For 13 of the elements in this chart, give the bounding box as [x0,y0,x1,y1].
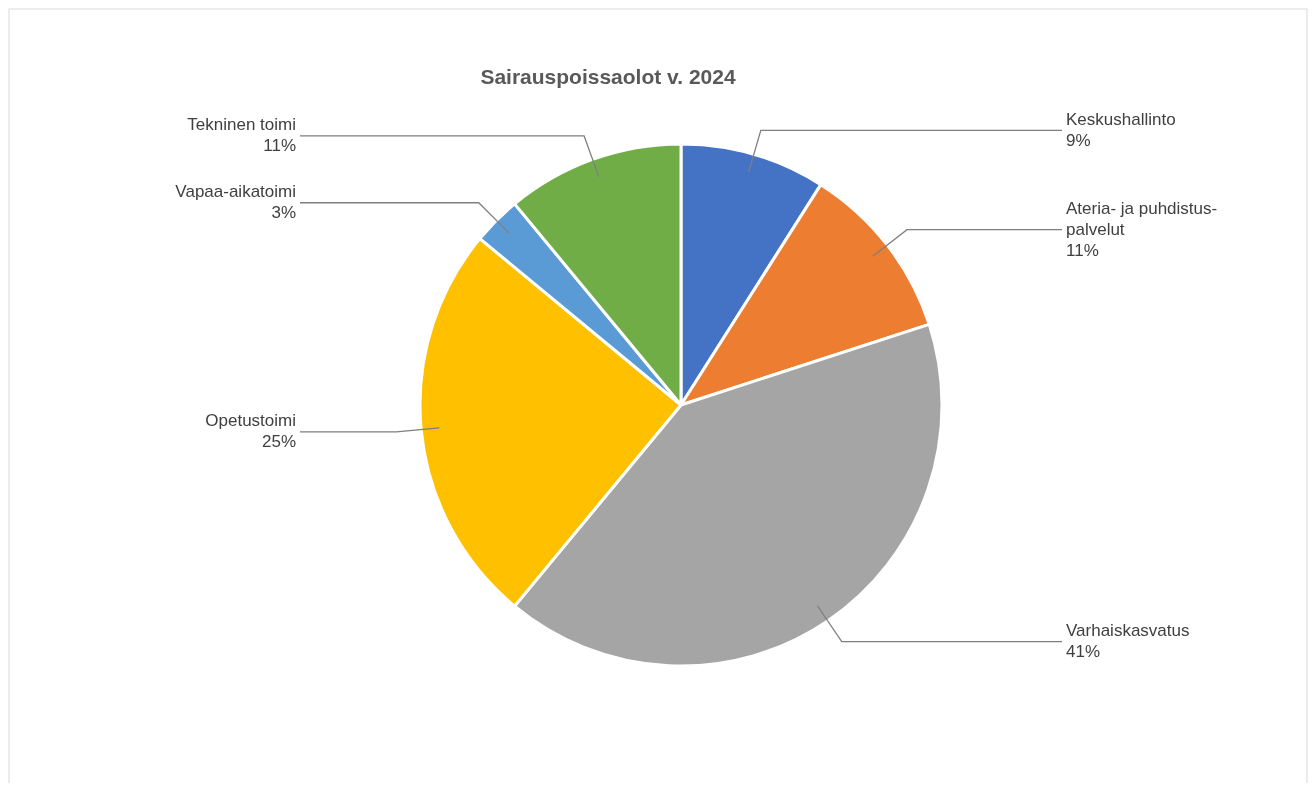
data-label: 11% [263,136,296,156]
slice-label: Opetustoimi [205,411,296,431]
data-label: 41% [1066,642,1101,662]
data-label: 9% [1066,130,1091,150]
slice-label: Tekninen toimi [187,115,296,135]
data-label: 3% [271,203,296,223]
slice-label: Varhaiskasvatus [1066,621,1190,641]
data-label: 25% [261,432,296,452]
slice-label: Ateria- ja puhdistus-palvelut [1066,198,1218,239]
slice-label: Vapaa-aikatoimi [175,182,296,202]
data-label: 11% [1066,240,1099,260]
chart-title: Sairauspoissaolot v. 2024 [480,65,736,88]
slice-label: Keskushallinto [1066,109,1176,129]
